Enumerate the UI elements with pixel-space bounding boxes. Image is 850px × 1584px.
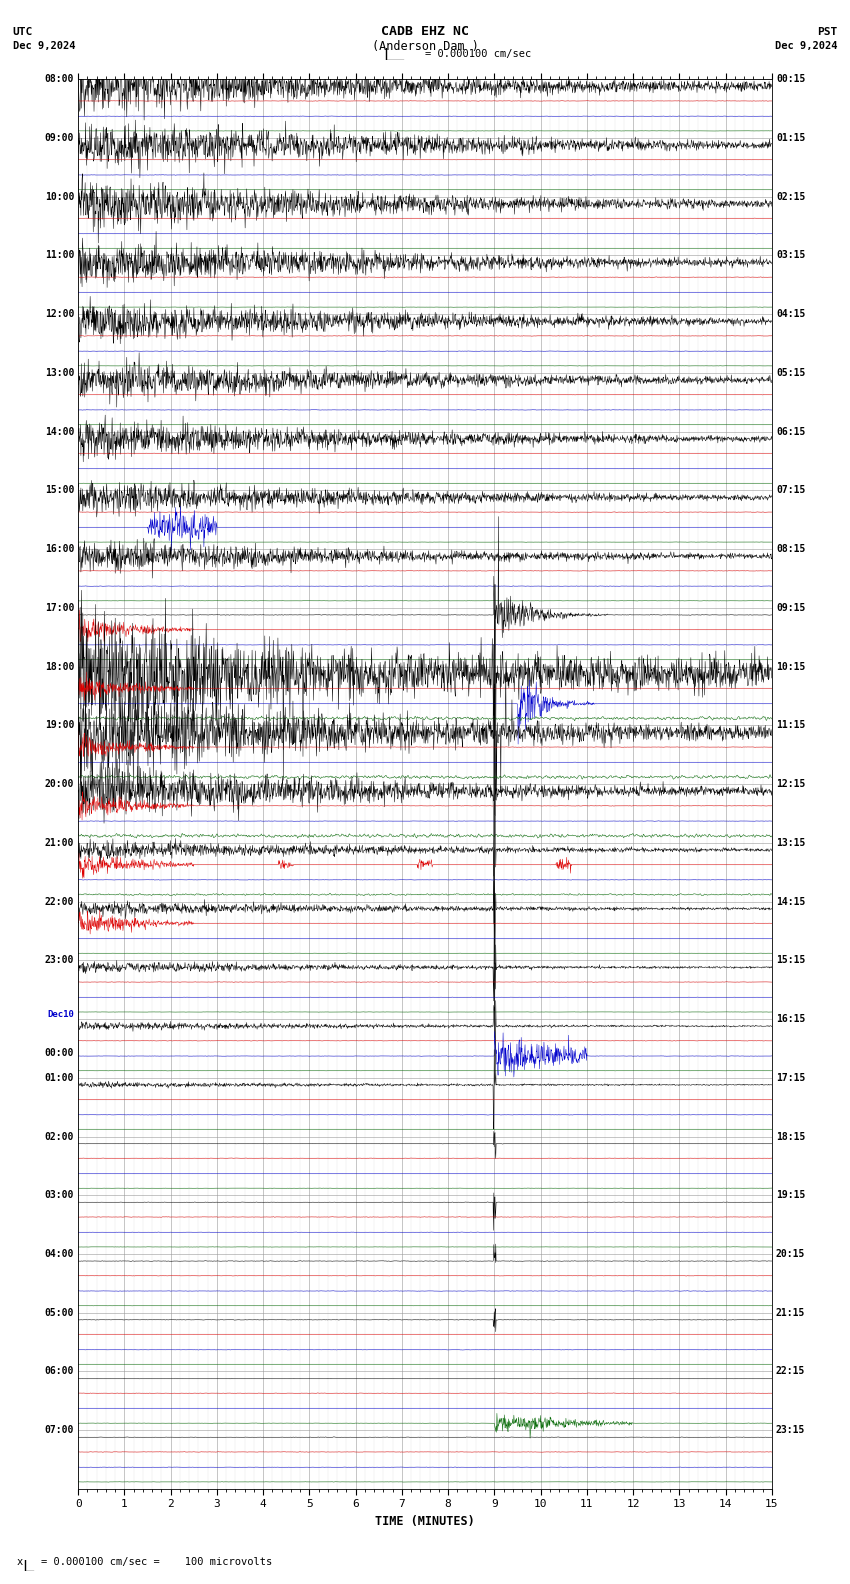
Text: 12:15: 12:15 bbox=[776, 779, 805, 789]
Text: 04:00: 04:00 bbox=[45, 1250, 74, 1259]
Text: 11:00: 11:00 bbox=[45, 250, 74, 260]
Text: 00:00: 00:00 bbox=[45, 1049, 74, 1058]
Text: 11:15: 11:15 bbox=[776, 721, 805, 730]
Text: 10:00: 10:00 bbox=[45, 192, 74, 201]
Text: 08:00: 08:00 bbox=[45, 74, 74, 84]
Text: 21:15: 21:15 bbox=[776, 1308, 805, 1318]
Text: 03:15: 03:15 bbox=[776, 250, 805, 260]
Text: 01:15: 01:15 bbox=[776, 133, 805, 143]
Text: 09:15: 09:15 bbox=[776, 604, 805, 613]
Text: 02:15: 02:15 bbox=[776, 192, 805, 201]
Text: 14:15: 14:15 bbox=[776, 897, 805, 906]
Text: 01:00: 01:00 bbox=[45, 1072, 74, 1083]
Text: 23:15: 23:15 bbox=[776, 1426, 805, 1435]
Text: 16:15: 16:15 bbox=[776, 1014, 805, 1023]
Text: 09:00: 09:00 bbox=[45, 133, 74, 143]
Text: 17:15: 17:15 bbox=[776, 1072, 805, 1083]
Text: 17:00: 17:00 bbox=[45, 604, 74, 613]
Text: x: x bbox=[17, 1557, 23, 1567]
Text: PST: PST bbox=[817, 27, 837, 36]
Text: 23:00: 23:00 bbox=[45, 955, 74, 965]
Text: 20:15: 20:15 bbox=[776, 1250, 805, 1259]
Text: 10:15: 10:15 bbox=[776, 662, 805, 672]
Text: = 0.000100 cm/sec: = 0.000100 cm/sec bbox=[425, 49, 531, 59]
Text: Dec 9,2024: Dec 9,2024 bbox=[774, 41, 837, 51]
Text: (Anderson Dam ): (Anderson Dam ) bbox=[371, 40, 479, 52]
Text: 13:15: 13:15 bbox=[776, 838, 805, 847]
Text: 22:15: 22:15 bbox=[776, 1367, 805, 1376]
Text: 18:00: 18:00 bbox=[45, 662, 74, 672]
Text: UTC: UTC bbox=[13, 27, 33, 36]
Text: CADB EHZ NC: CADB EHZ NC bbox=[381, 25, 469, 38]
Text: 05:00: 05:00 bbox=[45, 1308, 74, 1318]
Text: 21:00: 21:00 bbox=[45, 838, 74, 847]
Text: 15:15: 15:15 bbox=[776, 955, 805, 965]
Text: 18:15: 18:15 bbox=[776, 1131, 805, 1142]
Text: 22:00: 22:00 bbox=[45, 897, 74, 906]
Text: 04:15: 04:15 bbox=[776, 309, 805, 318]
Text: 07:15: 07:15 bbox=[776, 485, 805, 496]
Text: 20:00: 20:00 bbox=[45, 779, 74, 789]
Text: 05:15: 05:15 bbox=[776, 367, 805, 379]
Text: 15:00: 15:00 bbox=[45, 485, 74, 496]
Text: 19:15: 19:15 bbox=[776, 1190, 805, 1201]
Text: 13:00: 13:00 bbox=[45, 367, 74, 379]
Text: 02:00: 02:00 bbox=[45, 1131, 74, 1142]
Text: Dec10: Dec10 bbox=[47, 1011, 74, 1019]
Text: 08:15: 08:15 bbox=[776, 545, 805, 554]
Text: 06:00: 06:00 bbox=[45, 1367, 74, 1376]
Text: 19:00: 19:00 bbox=[45, 721, 74, 730]
X-axis label: TIME (MINUTES): TIME (MINUTES) bbox=[375, 1514, 475, 1529]
Text: 16:00: 16:00 bbox=[45, 545, 74, 554]
Text: = 0.000100 cm/sec =    100 microvolts: = 0.000100 cm/sec = 100 microvolts bbox=[41, 1557, 272, 1567]
Text: 00:15: 00:15 bbox=[776, 74, 805, 84]
Text: 07:00: 07:00 bbox=[45, 1426, 74, 1435]
Text: Dec 9,2024: Dec 9,2024 bbox=[13, 41, 76, 51]
Text: 06:15: 06:15 bbox=[776, 426, 805, 437]
Text: 03:00: 03:00 bbox=[45, 1190, 74, 1201]
Text: 14:00: 14:00 bbox=[45, 426, 74, 437]
Text: 12:00: 12:00 bbox=[45, 309, 74, 318]
